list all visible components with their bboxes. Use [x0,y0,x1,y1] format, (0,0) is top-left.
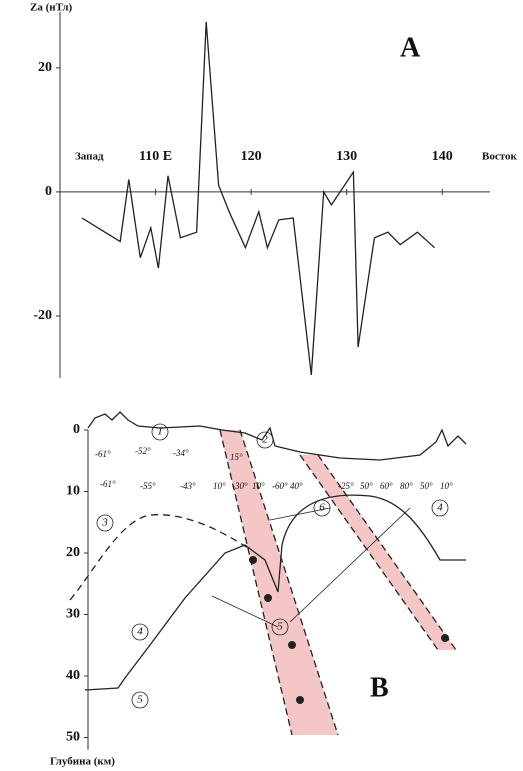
section-drawing [70,412,466,735]
angle-label: -43° [180,481,196,491]
zone-label: 3 [101,517,108,529]
x-tick-label: 140 [432,149,453,164]
figure: 1 2 3 4 4 5 5 6 -61°-52°-34°15°-61°-55°-… [0,0,523,771]
y-tick-label: 20 [38,60,52,75]
zone-label: 5 [277,621,283,633]
hypocenter [264,594,272,602]
angle-label: -25° [338,481,354,491]
zone-label: 6 [319,502,325,514]
hypocenter [249,556,257,564]
angle-label: 50° [420,481,433,491]
angle-label: -55° [140,481,156,491]
angle-label: 60° [380,481,393,491]
angle-label: -61° [100,479,116,489]
angle-label: -30° [232,481,248,491]
angle-label: 40° [290,481,303,491]
zone-label: 2 [262,434,268,446]
zone-label: 4 [137,626,143,638]
x-tick-label: 110 E [139,149,172,164]
y-axis-title: Za (нТл) [30,2,73,14]
angle-label: 80° [400,481,413,491]
x-end-label: Восток [482,151,517,163]
panel-letter: B [370,672,389,703]
y-tick-label: 10 [66,484,80,499]
hypocenter [288,641,296,649]
zone-label: 4 [437,502,443,514]
y-tick-label: 40 [66,668,80,683]
angle-label: 10° [213,481,226,491]
y-tick-label: 50 [66,730,80,745]
x-tick-label: 120 [241,149,262,164]
angle-label: 10° [440,481,453,491]
angle-labels: -61° -52° -34° 15° -61° -55° -43° 10° -30° 10° -60… [95,446,453,491]
angle-label: -60° [272,481,288,491]
y-tick-label: 0 [73,422,80,437]
zone-label: 5 [137,694,143,706]
angle-label: 15° [230,452,243,462]
angle-label: -34° [173,448,189,458]
x-tick-label: 130 [336,149,357,164]
y-tick-label: 30 [66,607,80,622]
y-tick-label: 20 [66,545,80,560]
angle-label: 50° [360,481,373,491]
hypocenter [296,696,304,704]
y-tick-label: 0 [45,184,52,199]
y-tick-label: -20 [33,308,52,323]
panel-letter: A [400,32,421,63]
data-line [82,22,435,375]
angle-label: -61° [95,449,111,459]
y-axis-title: Глубина (км) [50,756,115,768]
x-start-label: Запад [75,151,104,163]
zone-label: 1 [157,426,163,438]
angle-label: -52° [135,446,151,456]
hypocenter [441,634,449,642]
angle-label: 10° [252,481,265,491]
